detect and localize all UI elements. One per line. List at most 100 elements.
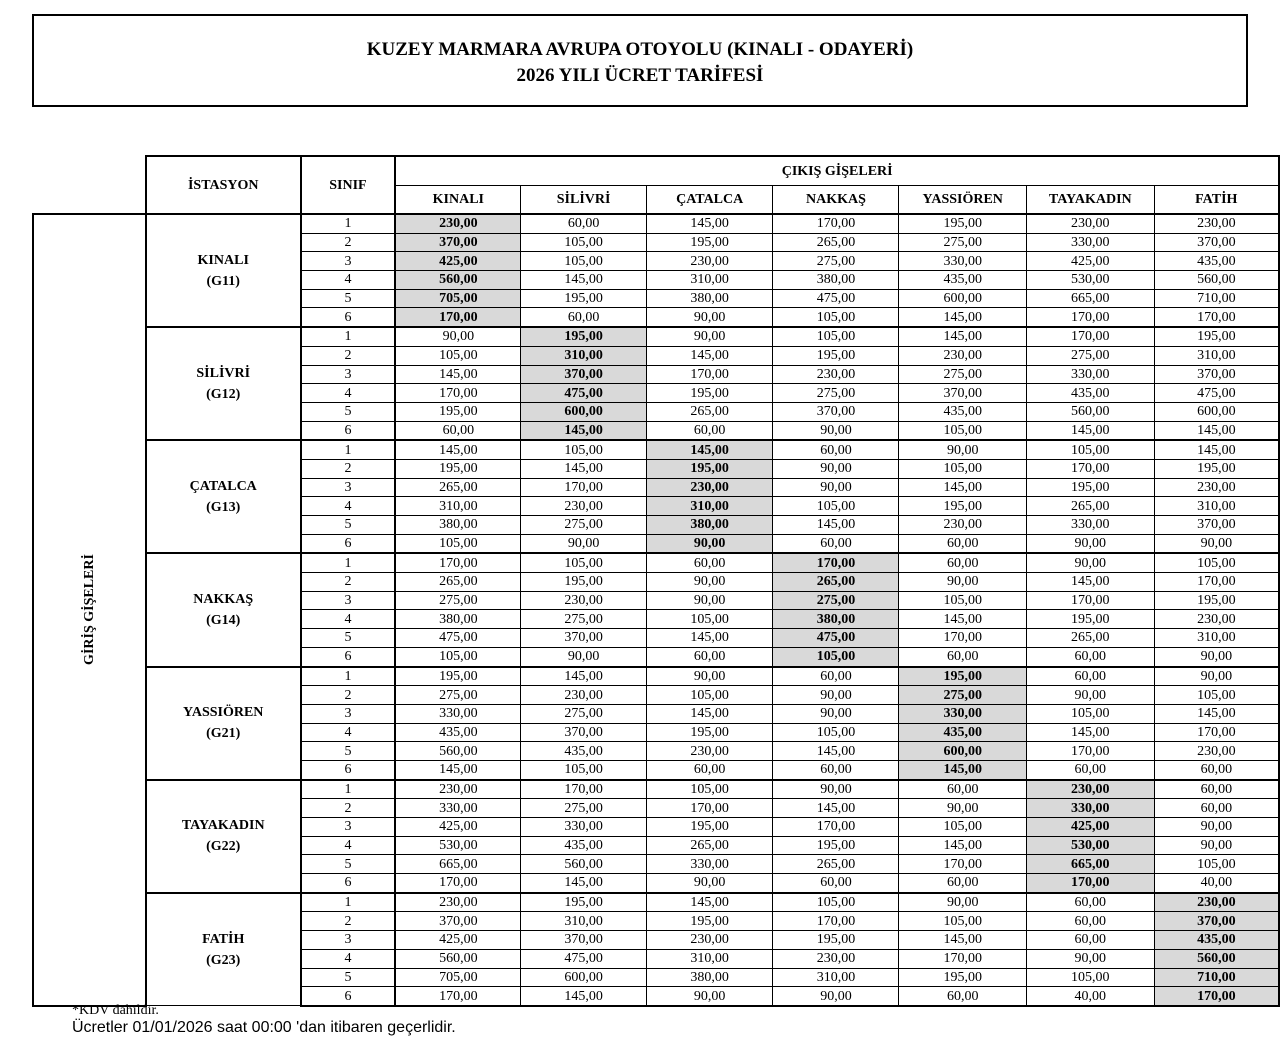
fare-cell: 195,00 xyxy=(645,232,774,253)
table-row: 2 195,00 145,00 195,00 90,00 105,00 170,00 195,… xyxy=(33,458,1280,479)
fare-cell: 380,00 xyxy=(772,609,900,630)
fare-cell: 145,00 xyxy=(645,439,774,460)
class-cell: 3 xyxy=(300,477,397,498)
station-code: (G22) xyxy=(206,839,241,855)
exit-column-header: FATİH xyxy=(1153,185,1280,215)
fare-cell: 145,00 xyxy=(898,326,1027,347)
fare-cell: 435,00 xyxy=(1025,383,1155,403)
fare-cell: 195,00 xyxy=(1025,477,1155,498)
fare-cell: 265,00 xyxy=(645,401,774,422)
fare-cell: 105,00 xyxy=(394,345,522,366)
fare-cell: 230,00 xyxy=(1153,891,1280,913)
fare-cell: 195,00 xyxy=(898,665,1027,687)
fare-cell: 230,00 xyxy=(520,685,647,705)
fare-cell: 600,00 xyxy=(520,401,647,422)
class-cell: 5 xyxy=(300,515,397,535)
fare-cell: 145,00 xyxy=(520,270,647,290)
fare-cell: 145,00 xyxy=(394,364,522,385)
title-box: KUZEY MARMARA AVRUPA OTOYOLU (KINALI - O… xyxy=(32,14,1248,107)
fare-cell: 145,00 xyxy=(520,665,647,687)
fare-cell: 230,00 xyxy=(898,345,1027,366)
table-row: NAKKAŞ (G14) 1 170,00 105,00 60,00 170,00 60,00… xyxy=(33,552,1280,668)
fare-cell: 145,00 xyxy=(898,477,1027,498)
fare-cell: 170,00 xyxy=(645,364,774,385)
table-row: 2 265,00 195,00 90,00 265,00 90,00 145,00 170,0… xyxy=(33,572,1280,592)
fare-cell: 145,00 xyxy=(1025,572,1155,592)
fare-cell: 145,00 xyxy=(394,759,522,781)
table-corner xyxy=(33,156,146,215)
fare-cell: 170,00 xyxy=(1025,458,1155,479)
fare-cell: 475,00 xyxy=(772,288,900,309)
fare-cell: 145,00 xyxy=(645,703,774,724)
table-row: GİRİŞ GİŞELERİ KINALI (G11) 1 230,00 60,00 145… xyxy=(32,212,1280,1007)
class-cell: 6 xyxy=(300,533,397,554)
fare-cell: 105,00 xyxy=(394,533,522,554)
fare-cell: 195,00 xyxy=(645,722,774,743)
class-cell: 4 xyxy=(300,496,397,516)
table-row: 6 105,00 90,00 90,00 60,00 60,00 90,00 90,00 xyxy=(33,533,1280,554)
table-row: 3 330,00 275,00 145,00 90,00 330,00 105,00 145,… xyxy=(33,703,1280,724)
fare-cell: 195,00 xyxy=(520,288,647,309)
fare-cell: 560,00 xyxy=(1153,948,1280,969)
fare-cell: 275,00 xyxy=(520,798,647,818)
class-cell: 3 xyxy=(300,703,397,724)
exit-column-header: ÇATALCA xyxy=(645,185,774,215)
fare-cell: 90,00 xyxy=(645,326,774,347)
class-cell: 5 xyxy=(300,854,397,875)
fare-cell: 170,00 xyxy=(394,383,522,403)
fare-cell: 370,00 xyxy=(520,628,647,648)
fare-cell: 170,00 xyxy=(1153,572,1280,592)
fare-cell: 275,00 xyxy=(898,685,1027,705)
class-cell: 3 xyxy=(300,364,397,385)
fare-cell: 195,00 xyxy=(1025,609,1155,630)
station-cell: SİLİVRİ (G12) xyxy=(144,326,302,441)
tariff-table: İSTASYON SINIF ÇIKIŞ GİŞELERİ KINALI SİLİ… xyxy=(32,155,1280,1007)
fare-cell: 380,00 xyxy=(394,609,522,630)
fare-cell: 330,00 xyxy=(1025,232,1155,253)
fare-cell: 170,00 xyxy=(772,212,900,234)
table-row: TAYAKADIN (G22) 1 230,00 170,00 105,00 90,00 60… xyxy=(33,778,1280,894)
fare-cell: 60,00 xyxy=(645,759,774,781)
fare-cell: 60,00 xyxy=(1153,798,1280,818)
station-name: SİLİVRİ xyxy=(196,365,251,381)
fare-cell: 90,00 xyxy=(772,778,900,800)
fare-cell: 265,00 xyxy=(1025,496,1155,516)
fare-cell: 60,00 xyxy=(1025,891,1155,913)
fare-cell: 60,00 xyxy=(772,439,900,460)
fare-cell: 170,00 xyxy=(1153,986,1280,1007)
fare-cell: 330,00 xyxy=(394,703,522,724)
fare-cell: 90,00 xyxy=(898,572,1027,592)
document-subtitle: 2026 YILI ÜCRET TARİFESİ xyxy=(516,65,764,86)
fare-cell: 230,00 xyxy=(772,948,900,969)
fare-cell: 230,00 xyxy=(772,364,900,385)
fare-cell: 40,00 xyxy=(1025,986,1155,1007)
fare-cell: 230,00 xyxy=(1153,741,1280,761)
table-row: 2 370,00 310,00 195,00 170,00 105,00 60,00 370,… xyxy=(33,911,1280,932)
fare-cell: 145,00 xyxy=(1153,439,1280,460)
fare-cell: 370,00 xyxy=(772,401,900,422)
fare-cell: 90,00 xyxy=(1025,533,1155,554)
fare-cell: 370,00 xyxy=(1153,232,1280,253)
fare-cell: 380,00 xyxy=(645,288,774,309)
class-cell: 3 xyxy=(300,930,397,950)
fare-cell: 145,00 xyxy=(645,345,774,366)
station-name: ÇATALCA xyxy=(189,478,257,494)
fare-cell: 145,00 xyxy=(898,759,1027,781)
station-cell: ÇATALCA (G13) xyxy=(144,439,302,554)
fare-cell: 435,00 xyxy=(898,270,1027,290)
fare-cell: 230,00 xyxy=(645,251,774,272)
fare-cell: 310,00 xyxy=(520,911,647,932)
fare-cell: 230,00 xyxy=(394,778,522,800)
fare-cell: 275,00 xyxy=(772,590,900,611)
fare-cell: 265,00 xyxy=(772,854,900,875)
table-row: 3 275,00 230,00 90,00 275,00 105,00 170,00 195,… xyxy=(33,590,1280,611)
fare-cell: 90,00 xyxy=(1153,646,1280,668)
table-row: 4 310,00 230,00 310,00 105,00 195,00 265,00 310… xyxy=(33,496,1280,516)
table-row: FATİH (G23) 1 230,00 195,00 145,00 105,00 90,00… xyxy=(33,891,1280,1007)
fare-cell: 275,00 xyxy=(772,383,900,403)
entry-header-label: GİRİŞ GİŞELERİ xyxy=(81,554,97,666)
fare-cell: 60,00 xyxy=(1025,930,1155,950)
fare-cell: 275,00 xyxy=(520,515,647,535)
fare-cell: 170,00 xyxy=(1025,307,1155,328)
fare-cell: 435,00 xyxy=(520,835,647,856)
